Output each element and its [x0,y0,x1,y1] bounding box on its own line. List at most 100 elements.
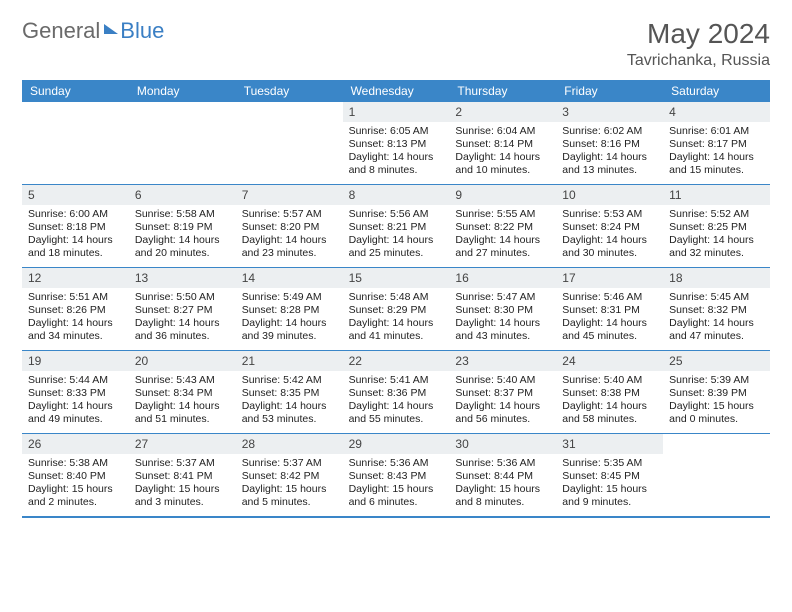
logo-text-2: Blue [120,18,164,44]
sunrise-line: Sunrise: 5:38 AM [28,457,123,470]
sunset-line: Sunset: 8:39 PM [669,387,764,400]
sunset-line: Sunset: 8:37 PM [455,387,550,400]
daylight-line: Daylight: 14 hours and 32 minutes. [669,234,764,260]
sunset-line: Sunset: 8:13 PM [349,138,444,151]
sunrise-line: Sunrise: 5:36 AM [455,457,550,470]
sunset-line: Sunset: 8:34 PM [135,387,230,400]
daylight-line: Daylight: 15 hours and 5 minutes. [242,483,337,509]
sunset-line: Sunset: 8:22 PM [455,221,550,234]
day-details: Sunrise: 5:40 AMSunset: 8:37 PMDaylight:… [449,374,556,427]
day-number: 7 [236,185,343,205]
day-number: 16 [449,268,556,288]
sunset-line: Sunset: 8:25 PM [669,221,764,234]
day-details: Sunrise: 5:36 AMSunset: 8:43 PMDaylight:… [343,457,450,510]
sunset-line: Sunset: 8:35 PM [242,387,337,400]
daylight-line: Daylight: 15 hours and 9 minutes. [562,483,657,509]
day-number: 24 [556,351,663,371]
day-number: 28 [236,434,343,454]
day-cell [236,102,343,184]
daylight-line: Daylight: 14 hours and 47 minutes. [669,317,764,343]
day-details: Sunrise: 5:40 AMSunset: 8:38 PMDaylight:… [556,374,663,427]
sunrise-line: Sunrise: 5:36 AM [349,457,444,470]
col-monday: Monday [129,80,236,102]
day-number: 31 [556,434,663,454]
day-cell: 7Sunrise: 5:57 AMSunset: 8:20 PMDaylight… [236,185,343,267]
day-cell: 2Sunrise: 6:04 AMSunset: 8:14 PMDaylight… [449,102,556,184]
daylight-line: Daylight: 14 hours and 15 minutes. [669,151,764,177]
header: General Blue May 2024 Tavrichanka, Russi… [22,18,770,70]
day-details: Sunrise: 5:50 AMSunset: 8:27 PMDaylight:… [129,291,236,344]
sunset-line: Sunset: 8:20 PM [242,221,337,234]
sunset-line: Sunset: 8:36 PM [349,387,444,400]
daylight-line: Daylight: 14 hours and 43 minutes. [455,317,550,343]
sunrise-line: Sunrise: 5:48 AM [349,291,444,304]
sunrise-line: Sunrise: 6:01 AM [669,125,764,138]
day-cell: 31 Sunrise: 5:35 AMSunset: 8:45 PMDayligh… [556,434,663,516]
daylight-line: Daylight: 14 hours and 39 minutes. [242,317,337,343]
location-label: Tavrichanka, Russia [627,52,770,70]
sunset-line: Sunset: 8:14 PM [455,138,550,151]
day-cell: 25Sunrise: 5:39 AMSunset: 8:39 PMDayligh… [663,351,770,433]
daylight-line: Daylight: 14 hours and 49 minutes. [28,400,123,426]
sunset-line: Sunset: 8:44 PM [455,470,550,483]
week-row: 19Sunrise: 5:44 AMSunset: 8:33 PMDayligh… [22,351,770,434]
day-number: 18 [663,268,770,288]
daylight-line: Daylight: 14 hours and 20 minutes. [135,234,230,260]
day-number: 25 [663,351,770,371]
sunset-line: Sunset: 8:40 PM [28,470,123,483]
sunset-line: Sunset: 8:38 PM [562,387,657,400]
sunset-line: Sunset: 8:30 PM [455,304,550,317]
calendar-body: 1Sunrise: 6:05 AMSunset: 8:13 PMDaylight… [22,102,770,518]
col-tuesday: Tuesday [236,80,343,102]
day-cell: 28Sunrise: 5:37 AMSunset: 8:42 PMDayligh… [236,434,343,516]
sunrise-line: Sunrise: 6:00 AM [28,208,123,221]
sunset-line: Sunset: 8:28 PM [242,304,337,317]
sunrise-line: Sunrise: 6:05 AM [349,125,444,138]
day-number [236,102,343,122]
daylight-line: Daylight: 14 hours and 8 minutes. [349,151,444,177]
day-details: Sunrise: 5:45 AMSunset: 8:32 PMDaylight:… [663,291,770,344]
sunset-line: Sunset: 8:18 PM [28,221,123,234]
day-details: Sunrise: 5:44 AMSunset: 8:33 PMDaylight:… [22,374,129,427]
day-number: 14 [236,268,343,288]
day-cell: 6 Sunrise: 5:58 AMSunset: 8:19 PMDaylight… [129,185,236,267]
daylight-line: Daylight: 15 hours and 0 minutes. [669,400,764,426]
sunset-line: Sunset: 8:29 PM [349,304,444,317]
day-number: 21 [236,351,343,371]
logo-text-1: General [22,18,100,44]
day-cell: 21Sunrise: 5:42 AMSunset: 8:35 PMDayligh… [236,351,343,433]
day-details: Sunrise: 5:48 AMSunset: 8:29 PMDaylight:… [343,291,450,344]
day-details: Sunrise: 5:41 AMSunset: 8:36 PMDaylight:… [343,374,450,427]
sunrise-line: Sunrise: 6:04 AM [455,125,550,138]
sunset-line: Sunset: 8:21 PM [349,221,444,234]
day-number [129,102,236,122]
daylight-line: Daylight: 14 hours and 25 minutes. [349,234,444,260]
sunrise-line: Sunrise: 5:44 AM [28,374,123,387]
day-number: 17 [556,268,663,288]
day-cell: 18 Sunrise: 5:45 AMSunset: 8:32 PMDayligh… [663,268,770,350]
title-block: May 2024 Tavrichanka, Russia [627,18,770,70]
day-cell: 1Sunrise: 6:05 AMSunset: 8:13 PMDaylight… [343,102,450,184]
day-details: Sunrise: 6:02 AMSunset: 8:16 PMDaylight:… [556,125,663,178]
sunset-line: Sunset: 8:19 PM [135,221,230,234]
daylight-line: Daylight: 14 hours and 27 minutes. [455,234,550,260]
day-number: 20 [129,351,236,371]
sunrise-line: Sunrise: 5:35 AM [562,457,657,470]
sunrise-line: Sunrise: 5:40 AM [455,374,550,387]
sunset-line: Sunset: 8:17 PM [669,138,764,151]
day-cell: 16Sunrise: 5:47 AMSunset: 8:30 PMDayligh… [449,268,556,350]
col-friday: Friday [556,80,663,102]
day-cell: 26Sunrise: 5:38 AMSunset: 8:40 PMDayligh… [22,434,129,516]
day-details: Sunrise: 5:35 AMSunset: 8:45 PMDaylight:… [556,457,663,510]
day-details: Sunrise: 5:52 AMSunset: 8:25 PMDaylight:… [663,208,770,261]
day-cell: 22Sunrise: 5:41 AMSunset: 8:36 PMDayligh… [343,351,450,433]
day-number: 6 [129,185,236,205]
sunrise-line: Sunrise: 5:40 AM [562,374,657,387]
day-details: Sunrise: 5:51 AMSunset: 8:26 PMDaylight:… [22,291,129,344]
daylight-line: Daylight: 14 hours and 34 minutes. [28,317,123,343]
day-number: 4 [663,102,770,122]
day-details: Sunrise: 5:58 AMSunset: 8:19 PMDaylight:… [129,208,236,261]
week-row: 26Sunrise: 5:38 AMSunset: 8:40 PMDayligh… [22,434,770,516]
sunrise-line: Sunrise: 5:43 AM [135,374,230,387]
day-cell [663,434,770,516]
